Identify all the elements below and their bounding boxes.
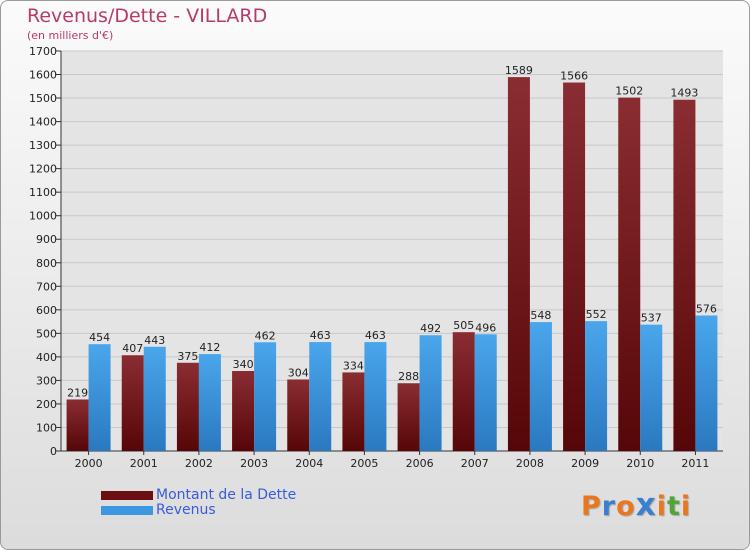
- data-label-debt: 1493: [670, 87, 698, 100]
- y-tick-label: 300: [36, 374, 57, 387]
- legend-swatch-revenue: [101, 505, 153, 515]
- y-tick-label: 1300: [29, 139, 57, 152]
- data-label-debt: 407: [122, 342, 143, 355]
- proxiti-logo: Proxiti: [581, 487, 691, 523]
- y-tick-label: 1700: [29, 45, 57, 58]
- legend-item-debt: Montant de la Dette: [101, 487, 296, 503]
- y-tick-label: 500: [36, 327, 57, 340]
- plot-area: [61, 51, 723, 451]
- bar-revenue: [529, 322, 552, 451]
- bar-debt: [618, 97, 641, 452]
- bar-debt: [342, 372, 365, 451]
- logo-letter: i: [680, 491, 692, 522]
- y-tick-label: 800: [36, 257, 57, 270]
- x-tick-label: 2010: [626, 457, 654, 470]
- bar-debt: [673, 99, 696, 452]
- bar-debt: [232, 371, 255, 451]
- bar-revenue: [474, 334, 497, 451]
- bar-debt: [507, 77, 530, 451]
- x-tick-label: 2000: [75, 457, 103, 470]
- logo-letter: r: [601, 491, 617, 522]
- data-label-revenue: 462: [255, 329, 276, 342]
- y-tick-label: 900: [36, 233, 57, 246]
- bar-revenue: [143, 346, 166, 451]
- y-tick-label: 1100: [29, 186, 57, 199]
- logo-letter: P: [581, 491, 602, 522]
- bar-revenue: [640, 324, 663, 451]
- bar-revenue: [364, 342, 387, 451]
- bar-revenue: [88, 344, 111, 451]
- bar-debt: [66, 399, 89, 451]
- data-label-revenue: 412: [199, 341, 220, 354]
- x-tick-label: 2003: [240, 457, 268, 470]
- y-tick-label: 1500: [29, 92, 57, 105]
- bar-revenue: [198, 354, 221, 451]
- bar-debt: [397, 383, 420, 451]
- data-label-revenue: 463: [365, 329, 386, 342]
- logo-letter: t: [666, 491, 681, 522]
- y-tick-label: 1600: [29, 69, 57, 82]
- bar-revenue: [585, 321, 608, 451]
- x-tick-label: 2005: [350, 457, 378, 470]
- logo-letter: o: [616, 491, 636, 522]
- data-label-debt: 1566: [560, 70, 588, 83]
- y-tick-label: 0: [50, 445, 57, 458]
- y-tick-label: 1000: [29, 210, 57, 223]
- data-label-debt: 219: [67, 386, 88, 399]
- y-tick-label: 700: [36, 280, 57, 293]
- bar-revenue: [309, 342, 332, 451]
- chart-title: Revenus/Dette - VILLARD: [27, 5, 268, 27]
- data-label-revenue: 492: [420, 322, 441, 335]
- data-label-debt: 334: [343, 359, 364, 372]
- data-label-debt: 1589: [505, 64, 533, 77]
- logo-letter: i: [656, 491, 667, 522]
- x-tick-label: 2006: [406, 457, 434, 470]
- data-label-debt: 304: [288, 366, 309, 379]
- chart-subtitle: (en milliers d'€): [27, 29, 114, 42]
- x-tick-label: 2002: [185, 457, 213, 470]
- bar-debt: [452, 332, 475, 451]
- bar-revenue: [254, 342, 277, 451]
- y-tick-label: 100: [36, 421, 57, 434]
- data-label-debt: 288: [398, 370, 419, 383]
- data-label-revenue: 552: [586, 308, 607, 321]
- data-label-revenue: 454: [89, 331, 110, 344]
- logo-letter: x: [635, 487, 657, 523]
- data-label-debt: 1502: [615, 85, 643, 98]
- y-tick-label: 1200: [29, 163, 57, 176]
- legend-swatch-debt: [101, 490, 153, 500]
- x-tick-label: 2007: [461, 457, 489, 470]
- data-label-debt: 505: [453, 319, 474, 332]
- y-tick-label: 400: [36, 351, 57, 364]
- x-tick-label: 2001: [130, 457, 158, 470]
- bar-debt: [176, 362, 199, 451]
- x-tick-label: 2008: [516, 457, 544, 470]
- x-tick-label: 2009: [571, 457, 599, 470]
- legend-label-debt: Montant de la Dette: [156, 487, 297, 503]
- legend-label-revenue: Revenus: [156, 502, 216, 518]
- y-tick-label: 200: [36, 398, 57, 411]
- bar-revenue: [419, 335, 442, 451]
- data-label-revenue: 443: [144, 334, 165, 347]
- data-label-revenue: 548: [530, 309, 551, 322]
- bar-debt: [563, 82, 586, 451]
- bar-debt: [121, 355, 144, 451]
- data-label-debt: 375: [177, 350, 198, 363]
- data-label-debt: 340: [233, 358, 254, 371]
- data-label-revenue: 496: [475, 321, 496, 334]
- data-label-revenue: 576: [696, 302, 717, 315]
- data-label-revenue: 537: [641, 312, 662, 325]
- bar-revenue: [695, 315, 718, 451]
- data-label-revenue: 463: [310, 329, 331, 342]
- x-tick-label: 2004: [295, 457, 323, 470]
- legend-item-revenue: Revenus: [101, 502, 216, 518]
- y-tick-label: 1400: [29, 116, 57, 129]
- y-tick-label: 600: [36, 304, 57, 317]
- x-tick-label: 2011: [681, 457, 709, 470]
- bar-debt: [287, 379, 310, 451]
